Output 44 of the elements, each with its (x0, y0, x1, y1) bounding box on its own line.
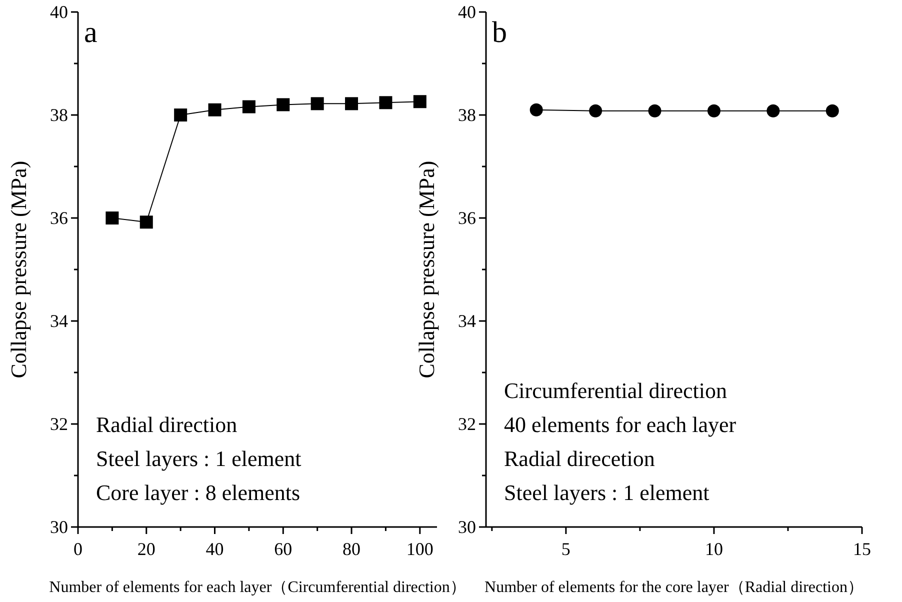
x-tick-label: 80 (342, 539, 361, 559)
x-axis-title: Number of elements for each layer（Circumferential direction） (49, 579, 466, 596)
point (379, 96, 392, 110)
x-tick-label: 0 (74, 539, 82, 559)
y-tick-label: 38 (458, 105, 476, 125)
y-tick-label: 40 (50, 2, 68, 22)
point (140, 216, 153, 229)
x-axis-title: Number of elements for the core layer（Radial direction） (484, 579, 864, 596)
y-axis-title: Collapse pressure (MPa) (6, 160, 31, 378)
y-axis-title: Collapse pressure (MPa) (414, 160, 439, 378)
x-tick-label: 40 (206, 539, 224, 559)
point (242, 100, 256, 114)
annotation: Steel layers : 1 element (96, 446, 302, 471)
x-tick-label: 100 (406, 539, 434, 559)
point (276, 98, 290, 112)
y-tick-label: 32 (50, 414, 68, 434)
y-tick-label: 36 (50, 208, 68, 228)
y-tick-label: 30 (50, 517, 68, 537)
point (208, 103, 222, 116)
y-tick-label: 36 (458, 208, 476, 228)
y-tick-label: 34 (458, 311, 476, 331)
point (345, 97, 358, 110)
point (413, 95, 426, 108)
point (310, 97, 324, 110)
x-tick-label: 10 (704, 539, 723, 559)
annotation: 40 elements for each layer (504, 412, 737, 437)
x-tick-label: 60 (274, 539, 292, 559)
x-tick-label: 20 (137, 539, 156, 559)
x-tick-label: 5 (561, 539, 570, 559)
y-tick-label: 40 (458, 2, 476, 22)
point (174, 108, 188, 122)
y-tick-label: 32 (458, 414, 476, 434)
annotation: Core layer : 8 elements (96, 480, 300, 505)
chart-title: b (492, 16, 507, 49)
annotation: Steel layers : 1 element (504, 480, 710, 505)
annotation: Radial direction (96, 412, 238, 437)
annotation: Radial direcetion (504, 446, 655, 471)
annotation: Circumferential direction (504, 378, 727, 403)
x-tick-label: 15 (853, 539, 871, 559)
chart-title: a (84, 16, 98, 49)
y-tick-label: 38 (50, 105, 68, 125)
y-tick-label: 34 (50, 311, 68, 331)
point (106, 212, 119, 224)
y-tick-label: 30 (458, 517, 476, 537)
